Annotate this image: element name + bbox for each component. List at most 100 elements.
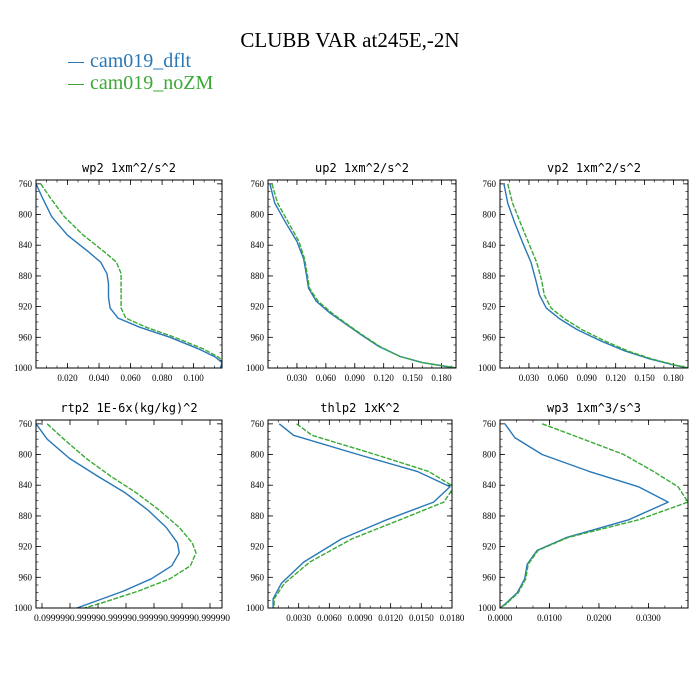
y-tick-label: 800 (251, 210, 265, 220)
x-tick-label: 0.0060 (317, 613, 342, 623)
panel-title: thlp2 1xK^2 (320, 401, 399, 415)
panel-2: up2 1xm^2/s^2 760 800 840 880 920 960 1000 0.030… (246, 161, 457, 383)
y-tick-label: 1000 (246, 603, 265, 613)
x-tick-label: 0.120 (374, 373, 395, 383)
x-tick-label: 0.180 (663, 373, 684, 383)
panel-frame (35, 179, 223, 369)
x-tick-label: 0.040 (89, 373, 110, 383)
panel-5: thlp2 1xK^2 760 800 840 880 920 960 1000 0.0030 0… (246, 401, 465, 623)
x-tick-label: 0.0000 (488, 613, 513, 623)
x-tick-label: 0.0200 (587, 613, 612, 623)
legend-line-dflt (68, 61, 84, 63)
x-tick-label: 0.120 (606, 373, 627, 383)
series-line-dflt (36, 423, 180, 608)
y-tick-label: 960 (483, 332, 497, 342)
y-tick-label: 960 (19, 572, 33, 582)
legend-item-nozm: cam019_noZM (68, 72, 213, 94)
y-tick-label: 880 (19, 511, 33, 521)
panel-title: rtp2 1E-6x(kg/kg)^2 (60, 401, 197, 415)
y-tick-label: 880 (251, 271, 265, 281)
y-tick-label: 960 (483, 572, 497, 582)
x-tick-label: 0.0300 (636, 613, 661, 623)
legend-label-dflt: cam019_dflt (90, 50, 192, 72)
y-tick-label: 760 (19, 419, 33, 429)
x-tick-label: 0.060 (548, 373, 569, 383)
panel-title: up2 1xm^2/s^2 (315, 161, 409, 175)
y-tick-label: 920 (19, 542, 33, 552)
panel-frame (499, 419, 689, 609)
series-line-dflt (272, 423, 451, 608)
x-tick-label: 0.0150 (409, 613, 434, 623)
series-line-nozm (273, 423, 452, 608)
series-line-nozm (40, 183, 222, 368)
y-tick-label: 840 (19, 240, 33, 250)
y-tick-label: 1000 (246, 363, 265, 373)
panel-title: wp2 1xm^2/s^2 (82, 161, 176, 175)
y-tick-label: 840 (19, 480, 33, 490)
series-line-nozm (507, 183, 688, 368)
legend-line-nozm (68, 83, 84, 85)
x-tick-label: 0.080 (152, 373, 173, 383)
x-tick-label: 0.0120 (378, 613, 403, 623)
legend-item-dflt: cam019_dflt (68, 50, 191, 72)
x-tick-label: 0.090 (577, 373, 598, 383)
y-tick-label: 880 (483, 511, 497, 521)
series-line-dflt (503, 183, 688, 368)
panel-frame (267, 419, 453, 609)
y-tick-label: 880 (483, 271, 497, 281)
y-tick-label: 800 (19, 450, 33, 460)
x-tick-label: 0.0030 (286, 613, 311, 623)
y-tick-label: 920 (251, 542, 265, 552)
legend-label-nozm: cam019_noZM (90, 72, 214, 94)
figure-title: CLUBB VAR at245E,-2N (240, 28, 460, 52)
series-line-dflt (500, 423, 669, 608)
y-tick-label: 1000 (478, 603, 497, 613)
y-tick-label: 920 (483, 302, 497, 312)
y-tick-label: 1000 (478, 363, 497, 373)
y-tick-label: 880 (19, 271, 33, 281)
y-tick-label: 840 (483, 480, 497, 490)
x-tick-label: 0.0090 (348, 613, 373, 623)
x-tick-label: 0.180 (431, 373, 452, 383)
x-tick-label: 0.060 (316, 373, 337, 383)
x-tick-label: 0.150 (634, 373, 655, 383)
panel-1: wp2 1xm^2/s^2 760 800 840 880 920 960 1000 0.020… (14, 161, 223, 383)
y-tick-label: 840 (483, 240, 497, 250)
x-tick-label: 0.020 (57, 373, 78, 383)
panel-6: wp3 1xm^3/s^3 760 800 840 880 920 960 10000.000… (478, 401, 689, 623)
x-tick-label: 0.090 (345, 373, 366, 383)
y-tick-label: 760 (251, 179, 265, 189)
x-tick-label: 0.060 (120, 373, 141, 383)
y-tick-label: 1000 (14, 363, 33, 373)
series-line-dflt (269, 183, 456, 368)
x-tick-label: 0.0180 (440, 613, 465, 623)
panel-3: vp2 1xm^2/s^2 760 800 840 880 920 960 1000 0.030… (478, 161, 689, 383)
panel-frame (35, 419, 223, 609)
y-tick-label: 920 (483, 542, 497, 552)
series-line-nozm (271, 183, 456, 368)
y-tick-label: 840 (251, 240, 265, 250)
x-tick-label: 0.030 (287, 373, 308, 383)
x-tick-label: 0.0100 (537, 613, 562, 623)
y-tick-label: 760 (251, 419, 265, 429)
x-tick-label: 0.100 (184, 373, 205, 383)
y-tick-label: 840 (251, 480, 265, 490)
y-tick-label: 880 (251, 511, 265, 521)
x-tick-label: 0.150 (402, 373, 423, 383)
panel-title: vp2 1xm^2/s^2 (547, 161, 641, 175)
series-line-nozm (500, 423, 688, 608)
x-tick-label: 0.0999990.999990.999990.999990.999990.99… (34, 613, 231, 623)
y-tick-label: 960 (19, 332, 33, 342)
y-tick-label: 800 (251, 450, 265, 460)
series-line-dflt (36, 183, 222, 368)
y-tick-label: 800 (483, 450, 497, 460)
panel-frame (267, 179, 457, 369)
y-tick-label: 920 (19, 302, 33, 312)
y-tick-label: 800 (19, 210, 33, 220)
y-tick-label: 920 (251, 302, 265, 312)
panel-title: wp3 1xm^3/s^3 (547, 401, 641, 415)
y-tick-label: 760 (483, 179, 497, 189)
panel-4: rtp2 1E-6x(kg/kg)^2 760 800 840 880 920 960 100… (14, 401, 231, 623)
y-tick-label: 760 (483, 419, 497, 429)
series-line-nozm (46, 423, 197, 608)
